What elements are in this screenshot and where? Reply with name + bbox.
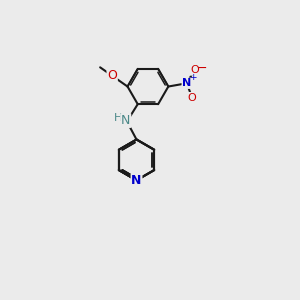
Text: +: + [189,73,196,82]
Text: O: O [188,93,197,103]
Text: H: H [113,113,122,124]
Text: N: N [182,78,191,88]
Text: −: − [196,62,207,75]
Text: O: O [190,65,199,75]
Text: O: O [107,69,117,82]
Text: N: N [131,174,142,187]
Text: N: N [121,114,130,127]
